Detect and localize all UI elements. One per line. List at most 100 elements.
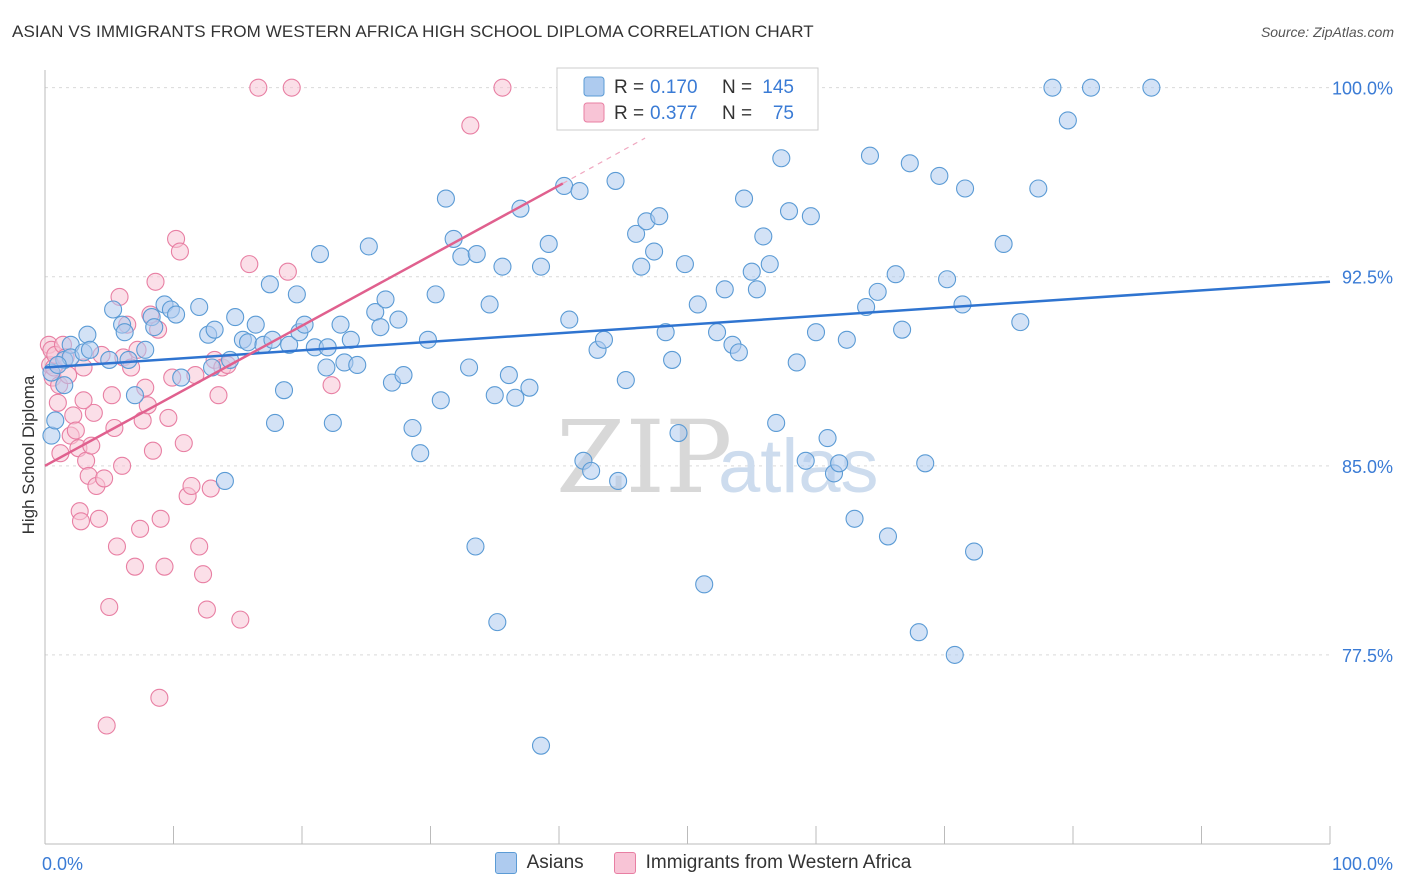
- legend-blue-n-value: 145: [762, 77, 794, 98]
- asian-point-58: [426, 285, 445, 304]
- asian-point-14: [125, 386, 144, 405]
- wafrica-point-53: [182, 476, 201, 496]
- asian-point-131: [994, 234, 1013, 254]
- asian-point-80: [594, 330, 614, 349]
- wafrica-point-67: [282, 78, 301, 97]
- wafrica-point-64: [240, 255, 259, 274]
- y-tick-label-3: 100.0%: [1332, 79, 1393, 99]
- asian-point-137: [1142, 78, 1161, 97]
- asian-point-2: [46, 411, 65, 430]
- wafrica-point-26: [95, 469, 114, 488]
- tick-labels: 77.5% 85.0% 92.5% 100.0% 0.0% 100.0%: [42, 79, 1393, 874]
- asian-point-127: [945, 645, 964, 664]
- asian-point-134: [1043, 78, 1062, 97]
- wafrica-point-47: [159, 408, 178, 427]
- legend-pink-r-label: R =: [614, 103, 644, 124]
- asian-point-10: [100, 350, 119, 369]
- y-tick-label-2: 92.5%: [1342, 268, 1393, 288]
- asian-point-66: [485, 386, 504, 405]
- asian-point-75: [560, 310, 579, 329]
- legend-pink-n-label: N =: [722, 103, 752, 124]
- wafrica-point-56: [194, 565, 213, 584]
- asian-point-81: [606, 171, 625, 190]
- y-tick-label-1: 85.0%: [1342, 457, 1393, 477]
- legend-bottom: Asians Immigrants from Western Africa: [0, 852, 1406, 874]
- wafrica-point-27: [100, 597, 119, 617]
- asian-point-142: [119, 350, 138, 369]
- asian-point-98: [729, 343, 748, 362]
- asian-point-8: [78, 325, 97, 344]
- legend-bottom-label-western-africa: Immigrants from Western Africa: [645, 852, 912, 873]
- asian-point-136: [1081, 78, 1101, 97]
- asian-point-95: [708, 323, 727, 342]
- wafrica-point-57: [197, 600, 216, 619]
- legend-blue-r-value: 0.170: [650, 77, 698, 98]
- asian-point-114: [837, 330, 856, 349]
- wafrica-point-14: [66, 421, 85, 440]
- asian-point-96: [715, 280, 734, 299]
- asian-point-107: [787, 353, 806, 372]
- wafrica-point-37: [131, 519, 150, 538]
- asian-point-121: [893, 320, 912, 339]
- asian-point-133: [1029, 179, 1048, 198]
- wafrica-point-66: [278, 262, 297, 281]
- legend-pink-r-value: 0.377: [650, 103, 698, 124]
- asian-point-120: [886, 265, 905, 284]
- asian-point-21: [172, 368, 191, 387]
- trend-lines: [44, 137, 1331, 467]
- legend-top: R = 0.170 N = 145 R = 0.377 N = 75: [556, 67, 819, 131]
- asian-point-128: [953, 295, 972, 314]
- legend-pink-n-value: 75: [773, 103, 794, 124]
- asian-point-92: [675, 255, 694, 274]
- asian-point-34: [265, 413, 285, 433]
- wafrica-point-30: [107, 537, 127, 556]
- y-tick-label-0: 77.5%: [1342, 646, 1393, 666]
- wafrica-point-55: [190, 537, 209, 556]
- asian-point-89: [656, 323, 675, 342]
- asian-point-27: [226, 308, 245, 327]
- wafrica-point-6: [48, 393, 67, 412]
- asian-point-124: [916, 454, 935, 473]
- asian-point-141: [48, 355, 67, 375]
- asian-point-73: [539, 234, 558, 254]
- asian-point-55: [403, 418, 422, 438]
- asian-point-123: [909, 623, 928, 642]
- asian-point-15: [136, 340, 155, 359]
- asian-point-85: [632, 257, 651, 276]
- wafrica-point-74: [74, 391, 93, 410]
- wafrica-point-42: [143, 441, 162, 460]
- watermark-atlas: atlas: [718, 424, 879, 509]
- asian-point-93: [688, 295, 707, 314]
- wafrica-point-46: [155, 557, 174, 576]
- asian-point-109: [801, 207, 820, 226]
- asian-point-139: [488, 613, 507, 632]
- asian-point-83: [616, 371, 635, 390]
- asian-point-110: [806, 323, 826, 342]
- wafrica-point-65: [249, 78, 268, 97]
- asian-point-132: [1011, 313, 1030, 332]
- asian-point-13: [115, 323, 134, 342]
- asian-point-115: [845, 509, 864, 528]
- asian-point-22: [190, 297, 209, 317]
- asian-point-65: [480, 295, 499, 314]
- asian-point-25: [205, 320, 224, 339]
- wafrica-point-19: [77, 451, 96, 470]
- wafrica-point-70: [493, 78, 512, 97]
- asian-point-1: [42, 426, 61, 445]
- asian-point-125: [930, 166, 949, 185]
- asian-point-106: [779, 202, 799, 221]
- wafrica-point-60: [209, 386, 228, 405]
- asian-point-126: [938, 270, 957, 289]
- asian-point-87: [645, 242, 664, 261]
- wafrica-trend-extension: [562, 137, 646, 184]
- x-tick-label-1: 100.0%: [1332, 854, 1393, 874]
- asian-point-62: [452, 247, 471, 266]
- asian-point-138: [531, 736, 551, 755]
- asian-point-100: [742, 262, 761, 281]
- asian-point-111: [818, 429, 837, 448]
- asian-point-41: [310, 244, 330, 264]
- asian-point-72: [531, 257, 551, 276]
- asian-point-36: [280, 335, 299, 354]
- asian-point-94: [695, 575, 714, 594]
